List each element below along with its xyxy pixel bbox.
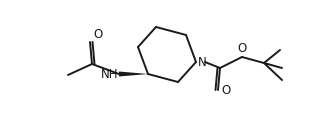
Text: NH: NH [100, 69, 118, 81]
Text: N: N [198, 56, 207, 70]
Text: O: O [221, 84, 230, 98]
Text: O: O [237, 42, 247, 55]
Polygon shape [119, 72, 148, 77]
Text: O: O [93, 28, 102, 41]
